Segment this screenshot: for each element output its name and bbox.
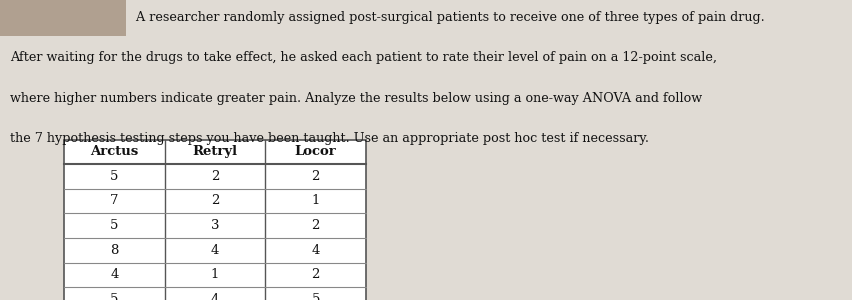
Text: 5: 5 bbox=[110, 170, 118, 183]
Text: 3: 3 bbox=[210, 219, 219, 232]
Text: Arctus: Arctus bbox=[90, 145, 138, 158]
Text: the 7 hypothesis testing steps you have been taught. Use an appropriate post hoc: the 7 hypothesis testing steps you have … bbox=[10, 132, 648, 145]
Text: 4: 4 bbox=[110, 268, 118, 281]
Text: 2: 2 bbox=[210, 170, 219, 183]
Text: 2: 2 bbox=[311, 219, 320, 232]
Text: 4: 4 bbox=[311, 244, 320, 257]
Text: 2: 2 bbox=[311, 170, 320, 183]
Text: 2: 2 bbox=[311, 268, 320, 281]
Text: 5: 5 bbox=[110, 293, 118, 300]
Text: 7: 7 bbox=[110, 194, 118, 208]
Text: 5: 5 bbox=[311, 293, 320, 300]
Text: 1: 1 bbox=[210, 268, 219, 281]
Text: 2: 2 bbox=[210, 194, 219, 208]
Text: 4: 4 bbox=[210, 244, 219, 257]
Text: After waiting for the drugs to take effect, he asked each patient to rate their : After waiting for the drugs to take effe… bbox=[10, 51, 717, 64]
Text: where higher numbers indicate greater pain. Analyze the results below using a on: where higher numbers indicate greater pa… bbox=[10, 92, 701, 104]
Text: Retryl: Retryl bbox=[193, 145, 237, 158]
Text: A researcher randomly assigned post-surgical patients to receive one of three ty: A researcher randomly assigned post-surg… bbox=[132, 11, 764, 23]
Text: 1: 1 bbox=[311, 194, 320, 208]
Text: Locor: Locor bbox=[295, 145, 336, 158]
Text: 8: 8 bbox=[110, 244, 118, 257]
Text: 4: 4 bbox=[210, 293, 219, 300]
Text: 5: 5 bbox=[110, 219, 118, 232]
